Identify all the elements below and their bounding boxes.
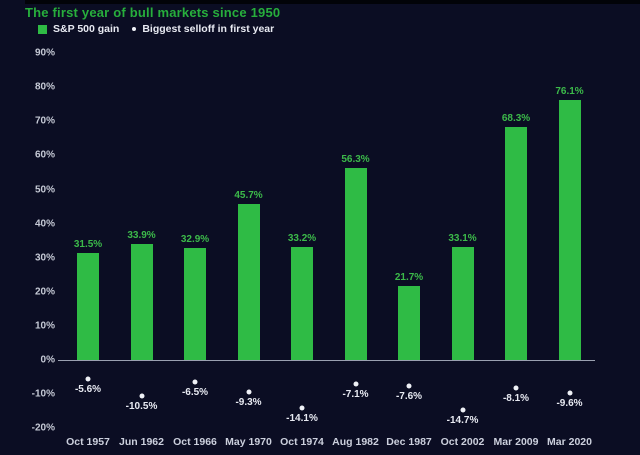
selloff-value-label: -7.6%: [395, 390, 423, 402]
gain-bar: [184, 247, 206, 360]
y-axis-tick-label: 30%: [34, 252, 55, 264]
selloff-value-label: -14.1%: [286, 413, 318, 425]
y-axis-tick-label: 20%: [34, 286, 55, 298]
x-axis-category-label: Dec 1987: [386, 436, 432, 448]
y-axis-tick-label: 40%: [34, 218, 55, 230]
gain-bar: [558, 100, 581, 360]
gain-value-label: 33.9%: [127, 230, 156, 242]
gain-bar: [291, 246, 313, 360]
legend-item-selloff: Biggest selloff in first year: [132, 23, 274, 35]
selloff-value-label: -6.5%: [181, 387, 209, 399]
y-axis-tick-label: 80%: [34, 81, 55, 93]
selloff-value-label: -8.1%: [502, 392, 530, 404]
selloff-dot: [460, 407, 465, 413]
selloff-dot: [139, 393, 144, 399]
selloff-dot: [567, 390, 572, 396]
selloff-value-label: -14.7%: [446, 415, 479, 427]
gain-bar: [398, 286, 420, 360]
x-axis-category-label: Mar 2009: [493, 436, 539, 448]
selloff-value-label: -10.5%: [125, 400, 158, 412]
gain-value-label: 33.2%: [287, 232, 317, 244]
gain-value-label: 68.3%: [501, 113, 531, 125]
selloff-value-label: -9.6%: [556, 397, 583, 409]
legend-item-gain: S&P 500 gain: [38, 23, 119, 35]
gain-value-label: 56.3%: [341, 154, 370, 166]
selloff-dot: [299, 405, 305, 411]
y-axis-tick-label: 90%: [34, 47, 55, 59]
top-strip: [25, 0, 640, 4]
selloff-dot: [192, 379, 198, 385]
gain-value-label: 32.9%: [180, 233, 210, 245]
chart-title: The first year of bull markets since 195…: [25, 5, 281, 20]
x-axis-category-label: Oct 1974: [280, 436, 324, 448]
y-axis-tick-label: 50%: [34, 184, 55, 195]
gain-value-label: 31.5%: [73, 238, 103, 250]
y-axis-tick-label: 10%: [34, 320, 55, 332]
y-axis-tick-label: -10%: [31, 388, 55, 400]
gain-value-label: 76.1%: [555, 86, 584, 98]
selloff-value-label: -9.3%: [235, 396, 262, 408]
gain-bar: [130, 244, 153, 360]
gain-value-label: 45.7%: [234, 190, 263, 202]
legend-gain-label: S&P 500 gain: [53, 23, 120, 35]
y-axis-tick-label: 70%: [34, 115, 55, 127]
gain-bar: [344, 168, 367, 360]
selloff-dot: [85, 376, 91, 382]
selloff-dot-icon: [132, 27, 137, 31]
y-axis-tick-label: 60%: [34, 149, 55, 161]
x-axis-category-label: Aug 1982: [332, 436, 379, 448]
selloff-value-label: -7.1%: [342, 389, 369, 401]
gain-swatch-icon: [38, 24, 47, 34]
x-axis-category-label: Oct 1966: [173, 436, 217, 448]
selloff-value-label: -5.6%: [74, 384, 102, 396]
x-axis-category-label: Jun 1962: [119, 436, 164, 448]
selloff-dot: [513, 385, 519, 391]
selloff-dot: [406, 383, 412, 389]
gain-bar: [77, 252, 99, 360]
gain-bar: [451, 247, 474, 360]
gain-value-label: 21.7%: [394, 272, 424, 283]
selloff-dot: [353, 381, 358, 387]
y-axis-tick-label: 0%: [40, 354, 55, 366]
zero-axis-line: [58, 360, 595, 361]
x-axis-category-label: May 1970: [225, 436, 272, 448]
y-axis-tick-label: -20%: [31, 422, 55, 434]
x-axis-category-label: Oct 1957: [66, 436, 110, 448]
gain-bar: [237, 204, 260, 360]
legend: S&P 500 gain Biggest selloff in first ye…: [38, 23, 274, 35]
legend-selloff-label: Biggest selloff in first year: [142, 23, 275, 35]
gain-bar: [505, 127, 527, 360]
x-axis-category-label: Oct 2002: [440, 436, 485, 448]
gain-value-label: 33.1%: [448, 233, 477, 245]
selloff-dot: [246, 389, 251, 395]
x-axis-category-label: Mar 2020: [547, 436, 592, 448]
